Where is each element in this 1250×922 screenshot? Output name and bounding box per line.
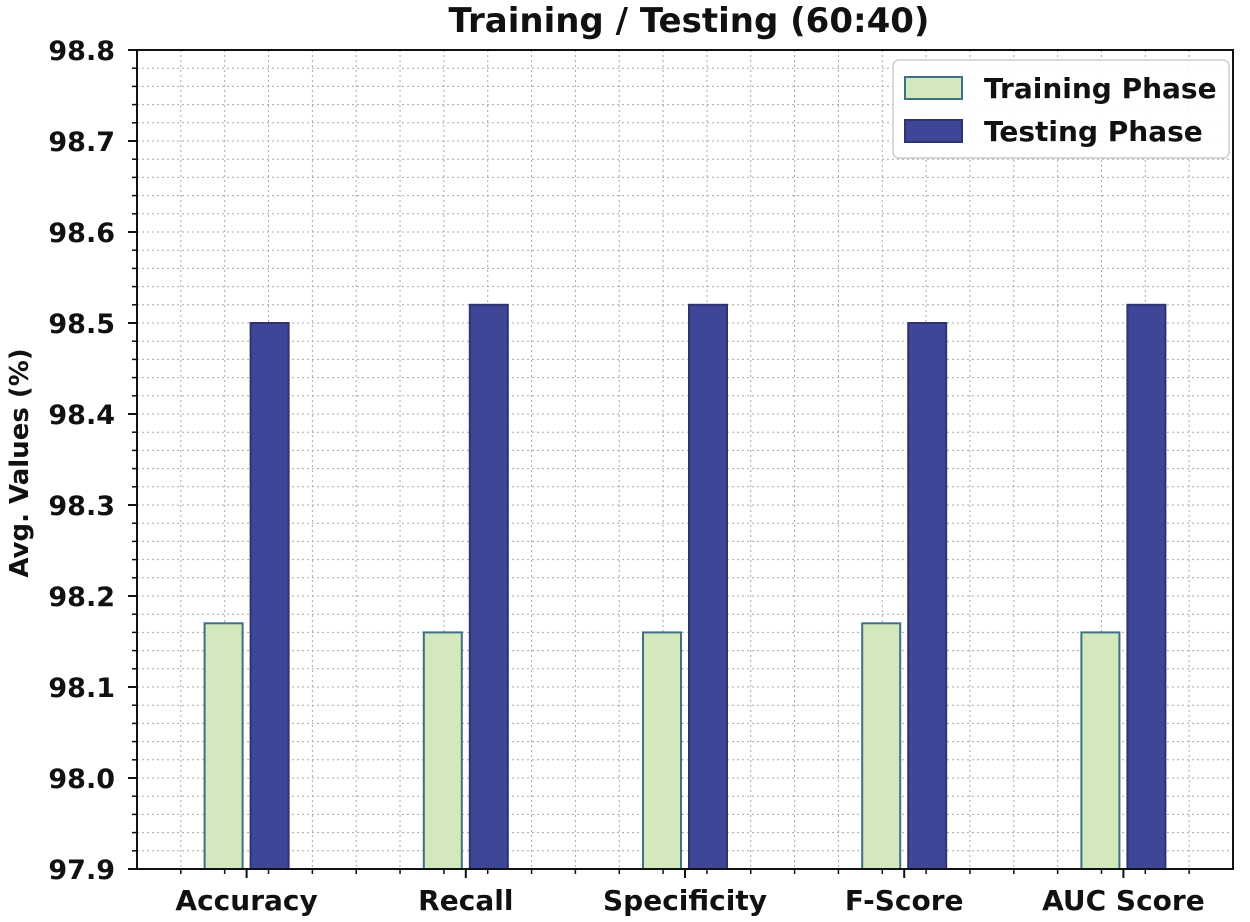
grid [137,50,1233,869]
bar-testing-f-score [907,322,948,870]
x-tick-label: Specificity [603,884,767,917]
y-tick-label: 98.0 [48,764,115,795]
y-tick-label: 98.5 [48,309,115,340]
bars [203,303,1167,871]
legend-box [892,59,1230,159]
bar-training-accuracy [203,622,244,870]
x-tick-label: Accuracy [175,884,317,917]
bar-testing-specificity [688,303,728,870]
y-tick-label: 98.3 [48,491,115,522]
bar-training-f-score [861,622,902,870]
bar-testing-auc-score [1126,303,1167,870]
plot-frame [136,49,1234,870]
x-tick-label: F-Score [845,884,964,917]
y-axis-label: Avg. Values (%) [5,348,35,577]
x-ticks: Accuracy Recall Specificity F-Score AUC Scor… [175,869,1205,917]
bar-testing-accuracy [249,322,290,870]
y-tick-label: 98.4 [48,400,115,431]
bar-testing-recall [468,303,509,870]
y-tick-label: 97.9 [48,855,115,886]
y-tick-label: 98.6 [48,218,115,249]
legend: Training Phase Testing Phase [892,59,1230,159]
y-tick-label: 98.1 [48,673,115,704]
bar-training-auc-score [1080,631,1121,871]
chart-title: Training / Testing (60:40) [449,1,930,41]
legend-swatch-testing [904,119,963,143]
y-tick-label: 98.8 [48,36,115,67]
legend-label-training: Training Phase [984,72,1217,105]
bar-training-recall [422,631,463,871]
legend-label-testing: Testing Phase [984,115,1203,148]
y-tick-label: 98.7 [48,127,115,158]
axes [136,49,1234,870]
bar-training-specificity [642,631,682,871]
x-tick-label: Recall [418,884,513,917]
x-tick-label: AUC Score [1042,884,1205,917]
legend-swatch-training [904,76,963,100]
y-ticks: 97.9 98.0 98.1 98.2 98.3 98.4 98.5 98.6 98.7 98.8 [48,36,137,886]
y-tick-label: 98.2 [48,582,115,613]
